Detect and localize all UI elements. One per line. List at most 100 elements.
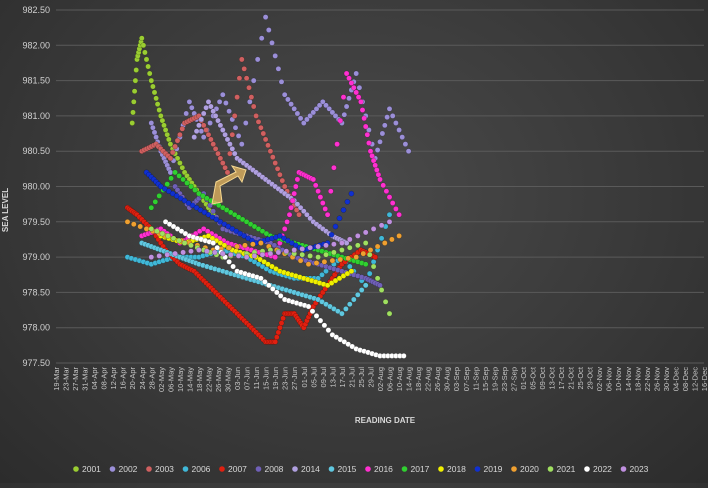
data-point <box>345 341 352 348</box>
data-point <box>292 242 299 249</box>
data-point <box>226 244 232 251</box>
legend-label: 2023 <box>630 464 649 474</box>
data-point <box>255 118 262 125</box>
data-point <box>315 254 321 260</box>
data-point <box>164 251 171 258</box>
data-point <box>269 40 275 46</box>
data-point <box>335 308 341 315</box>
x-tick-label: 06-Nov <box>605 367 614 391</box>
data-point <box>223 207 230 213</box>
data-point <box>224 136 231 143</box>
data-point <box>219 91 226 98</box>
data-point <box>219 160 226 166</box>
data-point <box>332 113 339 119</box>
data-point <box>305 303 312 310</box>
data-point <box>217 218 224 225</box>
data-point <box>205 211 212 218</box>
data-point <box>317 194 324 200</box>
data-point <box>233 228 240 235</box>
data-point <box>151 89 158 96</box>
x-tick-label: 01-Oct <box>519 366 528 389</box>
data-point <box>339 310 345 317</box>
y-tick-label: 980.50 <box>22 146 50 156</box>
data-point <box>280 315 286 322</box>
data-point <box>196 228 203 235</box>
data-point <box>358 98 364 105</box>
data-point <box>142 49 148 56</box>
data-point <box>354 233 361 239</box>
legend-label: 2007 <box>228 464 247 474</box>
series-2014 <box>191 98 350 246</box>
x-tick-label: 18-May <box>195 367 204 392</box>
data-point <box>164 181 171 187</box>
data-point <box>370 157 377 164</box>
data-point <box>204 195 210 202</box>
data-point <box>272 254 279 260</box>
data-point <box>146 70 153 77</box>
data-point <box>297 115 304 122</box>
legend-label: 2001 <box>82 464 101 474</box>
data-point <box>362 123 369 130</box>
x-tick-label: 30-Aug <box>443 367 452 391</box>
legend-marker <box>73 466 79 472</box>
data-point <box>225 223 232 230</box>
x-tick-label: 16-Apr <box>119 367 128 390</box>
data-point <box>150 124 156 131</box>
data-point <box>200 122 207 129</box>
data-point <box>294 176 301 183</box>
data-point <box>148 77 155 84</box>
data-point <box>173 193 180 199</box>
data-point <box>213 216 220 223</box>
data-point <box>156 193 163 199</box>
data-point <box>281 226 288 232</box>
data-point <box>162 127 169 133</box>
data-point <box>321 258 328 265</box>
data-point <box>300 208 307 215</box>
data-point <box>374 147 381 153</box>
data-point <box>227 251 234 258</box>
y-tick-label: 981.00 <box>22 111 50 121</box>
data-point <box>205 233 212 239</box>
x-tick-label: 11-Sep <box>471 367 480 391</box>
data-point <box>217 240 224 246</box>
data-point <box>273 266 279 272</box>
data-point <box>154 101 161 107</box>
data-point <box>272 338 279 345</box>
data-point <box>324 211 331 218</box>
data-point <box>182 230 189 237</box>
data-point <box>310 109 317 116</box>
data-point <box>159 230 166 237</box>
data-point <box>227 150 233 157</box>
data-point <box>374 243 381 250</box>
y-tick-label: 977.50 <box>22 358 50 368</box>
data-point <box>257 256 263 263</box>
data-point <box>221 221 228 228</box>
data-point <box>235 253 242 259</box>
y-tick-label: 982.50 <box>22 5 50 15</box>
data-point <box>344 198 351 205</box>
data-point <box>362 240 369 246</box>
y-axis-ticks: 977.50 978.00 978.50 979.00 979.50 980.00 980.… <box>22 5 50 368</box>
legend-label: 2018 <box>447 464 466 474</box>
data-point <box>354 242 361 249</box>
data-point <box>307 113 313 119</box>
data-point <box>143 226 150 232</box>
legend-label: 2021 <box>557 464 576 474</box>
data-point <box>215 117 221 124</box>
data-point <box>381 122 388 129</box>
data-point <box>319 298 325 305</box>
data-point <box>162 218 169 225</box>
data-point <box>169 149 176 156</box>
data-point <box>230 263 236 270</box>
data-point <box>166 221 173 228</box>
data-point <box>191 134 198 140</box>
legend-label: 2002 <box>119 464 138 474</box>
legend-marker <box>292 466 298 472</box>
data-point <box>231 113 238 119</box>
data-point <box>374 275 381 282</box>
data-point <box>337 336 344 343</box>
data-point <box>219 250 226 257</box>
data-point <box>161 186 168 192</box>
